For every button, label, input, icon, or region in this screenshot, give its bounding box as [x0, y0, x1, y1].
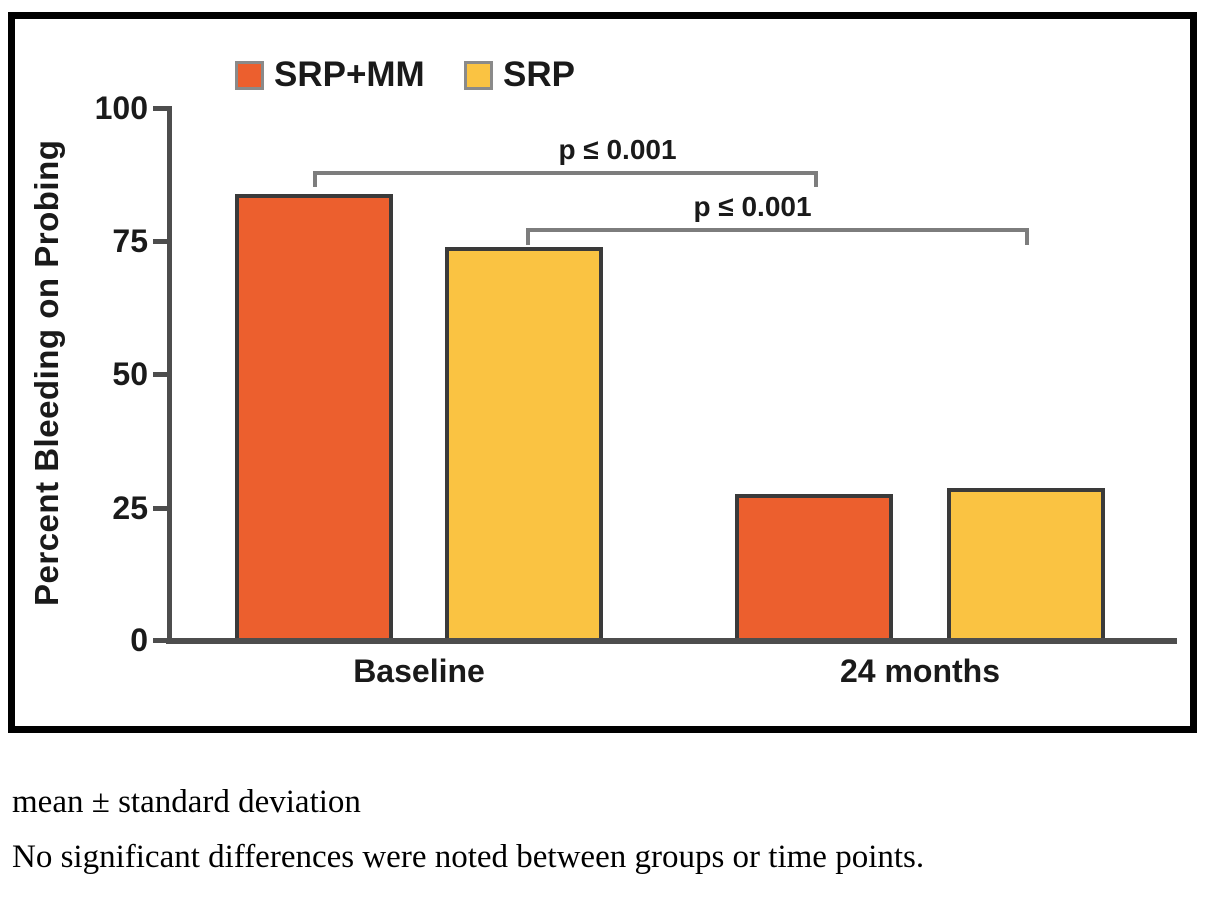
bar-srp-baseline [445, 247, 603, 642]
bar-srp-24-months [947, 488, 1105, 642]
legend-label-srp-mm: SRP+MM [274, 55, 425, 94]
y-axis-title: Percent Bleeding on Probing [28, 139, 65, 606]
y-tick-label-25: 25 [112, 490, 148, 526]
significance-bracket-2 [526, 228, 1029, 245]
significance-bracket-1 [313, 171, 818, 187]
legend-label-srp: SRP [503, 55, 575, 94]
y-tick-label-0: 0 [130, 622, 148, 658]
y-tick-label-75: 75 [112, 223, 148, 259]
y-tick-mark [153, 106, 168, 111]
y-tick-mark [153, 506, 168, 511]
caption-line-1: mean ± standard deviation [12, 784, 361, 820]
caption-line-2: No significant differences were noted be… [12, 839, 925, 875]
x-category-24-months: 24 months [839, 653, 1001, 689]
bar-srp-mm-24-months [735, 494, 893, 642]
y-axis-line [167, 106, 172, 644]
x-category-baseline: Baseline [353, 653, 485, 689]
y-tick-mark [153, 638, 168, 643]
legend-swatch-srp-icon [464, 61, 493, 90]
p-value-label-1: p ≤ 0.001 [558, 134, 677, 165]
bar-srp-mm-baseline [235, 194, 393, 642]
y-tick-label-100: 100 [94, 90, 148, 126]
x-axis-line [166, 638, 1177, 644]
y-tick-mark [153, 372, 168, 377]
y-tick-label-50: 50 [112, 356, 148, 392]
legend-swatch-srp-mm-icon [235, 61, 264, 90]
p-value-label-2: p ≤ 0.001 [693, 191, 812, 222]
y-tick-mark [153, 239, 168, 244]
